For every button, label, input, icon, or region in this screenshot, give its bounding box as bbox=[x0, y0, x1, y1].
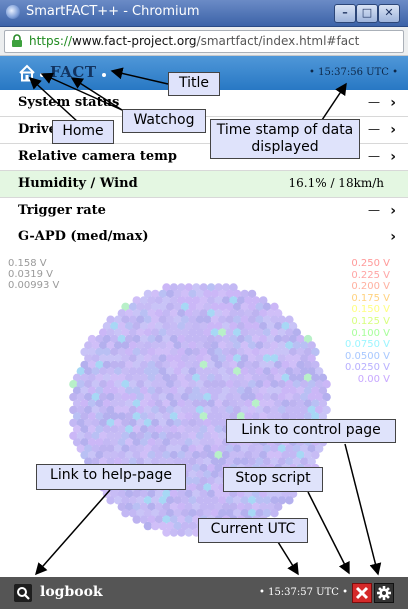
annotation-current-utc: Current UTC bbox=[198, 518, 308, 543]
watchdog-dot bbox=[102, 73, 106, 77]
annotation-help-page: Link to help-page bbox=[36, 464, 186, 490]
current-utc-value: 15:37:57 UTC bbox=[268, 587, 339, 598]
current-utc: • 15:37:57 UTC • bbox=[259, 587, 348, 598]
scale-value: 0.0250 V bbox=[345, 362, 390, 374]
scale-value: 0.100 V bbox=[345, 328, 390, 340]
camera-pixel bbox=[170, 528, 178, 536]
lock-icon bbox=[11, 34, 23, 48]
maximize-button[interactable]: □ bbox=[356, 4, 378, 23]
stop-script-icon[interactable] bbox=[352, 583, 372, 603]
chromium-icon bbox=[6, 5, 20, 19]
camera-pixel bbox=[162, 528, 170, 536]
annotation-timestamp: Time stamp of data displayed bbox=[210, 119, 360, 159]
row-label: Humidity / Wind bbox=[18, 176, 138, 191]
annotation-control-page: Link to control page bbox=[226, 419, 396, 443]
watchdog-dot-left bbox=[40, 73, 44, 77]
url-path: /smartfact/index.html#fact bbox=[197, 34, 360, 48]
chevron-right-icon: › bbox=[390, 122, 396, 138]
right-scale: 0.250 V 0.225 V 0.200 V 0.175 V 0.150 V 0.125… bbox=[345, 258, 390, 386]
scale-value: 0.250 V bbox=[345, 258, 390, 270]
url-text: https://www.fact-project.org/smartfact/i… bbox=[29, 34, 359, 48]
home-icon[interactable] bbox=[18, 64, 36, 82]
chevron-right-icon: › bbox=[390, 95, 396, 111]
minimize-button[interactable]: – bbox=[334, 4, 356, 23]
annotation-title: Title bbox=[168, 72, 220, 96]
camera-pixel bbox=[285, 496, 293, 504]
header-timestamp: • 15:37:56 UTC • bbox=[309, 67, 398, 78]
search-icon[interactable] bbox=[14, 584, 32, 602]
row-label: Trigger rate bbox=[18, 203, 106, 218]
scale-value: 0.200 V bbox=[345, 281, 390, 293]
chevron-right-icon: › bbox=[390, 203, 396, 219]
url-input[interactable]: https://www.fact-project.org/smartfact/i… bbox=[4, 30, 404, 53]
camera-pixel bbox=[270, 509, 278, 517]
chevron-right-icon: › bbox=[390, 229, 396, 245]
row-humidity-wind[interactable]: Humidity / Wind 16.1% / 18km/h bbox=[0, 171, 408, 198]
window-title: SmartFACT++ - Chromium bbox=[26, 4, 200, 19]
url-scheme: https:// bbox=[29, 34, 72, 48]
camera-pixel bbox=[132, 515, 140, 523]
annotation-stop-script: Stop script bbox=[223, 467, 323, 492]
logbook-link[interactable]: logbook bbox=[40, 584, 103, 600]
chevron-right-icon: › bbox=[390, 149, 396, 165]
url-host: www.fact-project.org bbox=[72, 34, 197, 48]
row-value: — bbox=[368, 203, 380, 217]
scale-value: 0.125 V bbox=[345, 316, 390, 328]
scale-value: 0.225 V bbox=[345, 270, 390, 282]
scale-value: 0.150 V bbox=[345, 304, 390, 316]
row-value: 16.1% / 18km/h bbox=[289, 176, 384, 190]
camera-pixel bbox=[121, 509, 129, 517]
app-title: FACT bbox=[50, 63, 97, 81]
browser-titlebar: SmartFACT++ - Chromium – □ ✕ bbox=[0, 0, 408, 27]
header-timestamp-value: 15:37:56 UTC bbox=[318, 67, 389, 78]
row-trigger-rate[interactable]: Trigger rate — › bbox=[0, 198, 408, 225]
annotation-watchdog: Watchog bbox=[122, 109, 206, 133]
footer-bar: logbook • 15:37:57 UTC • bbox=[0, 577, 408, 609]
url-bar: https://www.fact-project.org/smartfact/i… bbox=[0, 27, 408, 56]
gear-icon[interactable] bbox=[374, 583, 394, 603]
scale-value: 0.0500 V bbox=[345, 351, 390, 363]
camera-pixel bbox=[106, 496, 114, 504]
row-label: G-APD (med/max) bbox=[18, 229, 149, 244]
row-label: System status bbox=[18, 95, 119, 110]
camera-pixel bbox=[151, 522, 159, 530]
scale-value: 0.175 V bbox=[345, 293, 390, 305]
row-value: — bbox=[368, 122, 380, 136]
close-window-button[interactable]: ✕ bbox=[378, 4, 400, 23]
row-value: — bbox=[368, 149, 380, 163]
scale-value: 0.00 V bbox=[345, 374, 390, 386]
camera-pixel bbox=[144, 522, 152, 530]
camera-pixel bbox=[177, 528, 185, 536]
annotation-home: Home bbox=[52, 120, 114, 144]
row-gapd[interactable]: G-APD (med/max) › bbox=[0, 224, 408, 251]
camera-pixel bbox=[185, 528, 193, 536]
row-label: Relative camera temp bbox=[18, 149, 177, 164]
scale-value: 0.0750 V bbox=[345, 339, 390, 351]
row-value: — bbox=[368, 95, 380, 109]
